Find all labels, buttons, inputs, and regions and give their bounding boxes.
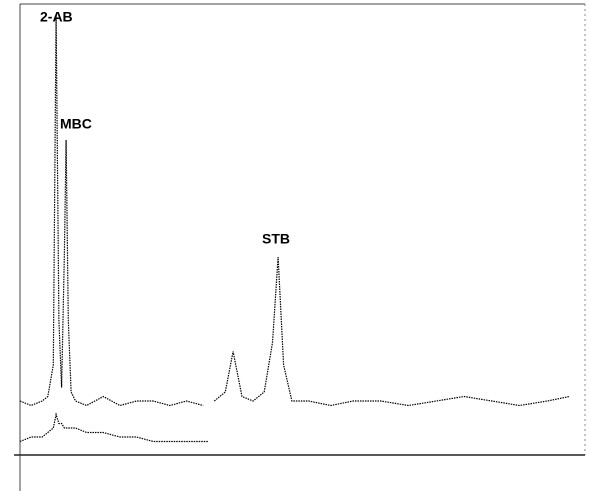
peak-label: 2-AB bbox=[40, 9, 73, 25]
peak-label: STB bbox=[262, 231, 290, 247]
peak-label: MBC bbox=[60, 116, 92, 132]
trace bbox=[19, 13, 570, 407]
trace bbox=[19, 412, 209, 443]
